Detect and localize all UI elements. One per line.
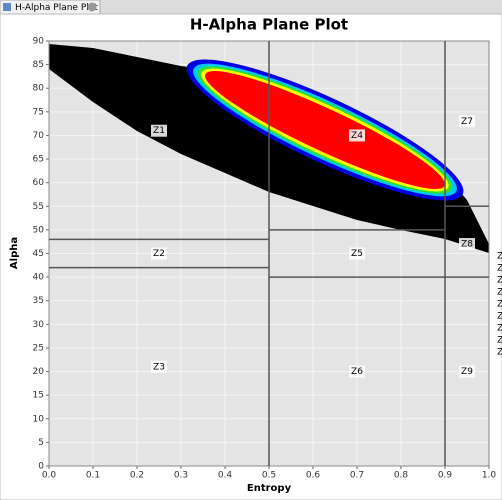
zone-label-bg (151, 247, 167, 260)
zone-label: Z6 (351, 367, 363, 377)
x-tick-label: 0.1 (86, 471, 100, 481)
y-tick-label: 0 (38, 462, 44, 472)
tab-label: H-Alpha Plane Plot (15, 3, 98, 13)
zone-label-bg (459, 238, 475, 251)
tab-icon (3, 3, 11, 11)
tab-close[interactable] (87, 2, 97, 12)
y-tick-label: 85 (33, 60, 44, 70)
y-axis-label: Alpha (9, 237, 20, 269)
y-tick-label: 80 (33, 84, 45, 94)
legend-entry: Z9 (497, 348, 502, 358)
zone-label-bg (151, 360, 167, 373)
zone-label: Z5 (351, 249, 363, 259)
y-tick-label: 90 (33, 37, 45, 47)
zone-label-bg (349, 247, 365, 260)
y-tick-label: 75 (33, 107, 44, 117)
chart-title: H-Alpha Plane Plot (190, 16, 348, 34)
y-tick-label: 50 (33, 225, 45, 235)
zone-label: Z4 (351, 131, 363, 141)
zone-label-bg (151, 124, 167, 137)
x-tick-label: 0.0 (42, 471, 57, 481)
tab-bar (0, 0, 502, 14)
x-tick-label: 0.5 (262, 471, 276, 481)
y-tick-label: 35 (33, 296, 44, 306)
zone-label-bg (459, 115, 475, 128)
legend-entry: Z1 (497, 252, 502, 262)
y-tick-label: 5 (38, 438, 44, 448)
y-tick-label: 70 (33, 131, 45, 141)
legend-entry: Z8 (497, 336, 502, 346)
legend-entry: Z3 (497, 276, 502, 286)
x-tick-label: 0.2 (130, 471, 144, 481)
y-tick-label: 20 (33, 367, 45, 377)
zone-label: Z7 (461, 117, 473, 127)
y-tick-label: 40 (33, 273, 45, 283)
y-tick-label: 55 (33, 202, 44, 212)
y-tick-label: 60 (33, 178, 45, 188)
x-tick-label: 0.7 (350, 471, 364, 481)
zone-label-bg (459, 365, 475, 378)
legend-entry: Z2 (497, 264, 502, 274)
density-cloud (49, 44, 489, 253)
legend-entry: Z6 (497, 312, 502, 322)
x-tick-label: 0.3 (174, 471, 188, 481)
legend-entry: Z7 (497, 324, 502, 334)
x-tick-label: 0.8 (394, 471, 409, 481)
x-tick-label: 0.9 (438, 471, 453, 481)
y-tick-label: 15 (33, 391, 44, 401)
zone-label-bg (349, 365, 365, 378)
x-tick-label: 1.0 (482, 471, 497, 481)
x-tick-label: 0.6 (306, 471, 321, 481)
density-red (205, 71, 445, 189)
legend-entry: Z5 (497, 300, 502, 310)
legend-entry: Z4 (497, 288, 502, 298)
x-tick-label: 0.4 (218, 471, 233, 481)
x-axis-label: Entropy (247, 483, 292, 494)
zone-label: Z9 (461, 367, 473, 377)
y-tick-label: 25 (33, 343, 44, 353)
zone-label: Z8 (461, 240, 473, 250)
zone-label: Z1 (153, 126, 165, 136)
zone-label-bg (349, 129, 365, 142)
y-tick-label: 65 (33, 155, 44, 165)
y-tick-label: 10 (33, 414, 45, 424)
y-tick-label: 30 (33, 320, 45, 330)
y-tick-label: 45 (33, 249, 44, 259)
zone-label: Z3 (153, 362, 165, 372)
zone-label: Z2 (153, 249, 165, 259)
